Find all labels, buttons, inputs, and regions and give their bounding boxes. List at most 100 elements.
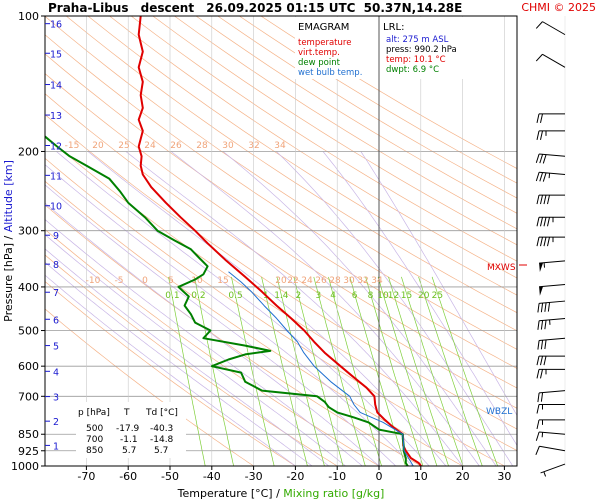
- plot-frame: [44, 15, 518, 467]
- barb-staff: [540, 463, 566, 474]
- isotherm-label: 34: [371, 276, 383, 286]
- isotherm-label: 26: [315, 276, 327, 286]
- mixing-ratio-line: [365, 276, 424, 466]
- mixing-ratio-line: [431, 276, 498, 466]
- pressure-tick-label: 500: [18, 325, 39, 338]
- mixing-ratio-label: 20: [418, 291, 430, 301]
- barb-flag: [536, 113, 540, 123]
- wind-barb: [537, 337, 566, 350]
- moist-adiabat: [45, 234, 346, 466]
- grid-lines: [45, 16, 517, 466]
- wind-barb: [536, 368, 565, 379]
- wind-barb: [537, 300, 566, 313]
- isotherm-label: -15: [65, 141, 80, 151]
- wind-barb: [535, 21, 566, 36]
- isotherm-label: 25: [118, 141, 129, 151]
- wind-barb: [537, 317, 566, 330]
- sounding-datetime: 26.09.2025 01:15 UTC: [206, 1, 355, 15]
- temperature-tick-label: 30: [497, 470, 511, 483]
- altitude-tick-label: 8: [53, 260, 59, 271]
- barb-staff: [539, 337, 566, 341]
- dry-adiabat: [45, 53, 517, 369]
- wind-barb: [536, 403, 565, 414]
- dry-adiabat: [217, 16, 517, 199]
- lrl-press: press: 990.2 hPa: [386, 45, 457, 55]
- isotherm-label: 32: [357, 276, 368, 286]
- dry-adiabat: [152, 16, 517, 246]
- isotherm-label: 24: [301, 276, 313, 286]
- isotherm-label: 34: [274, 141, 286, 151]
- pressure-tick-label: 1000: [11, 460, 39, 473]
- barb-flag: [544, 339, 547, 350]
- mxws-label: MXWS: [487, 263, 516, 273]
- altitude-tick-label: 7: [53, 288, 59, 299]
- wind-barb: [536, 355, 565, 366]
- barb-flag: [537, 340, 540, 350]
- temperature-tick-label: 20: [456, 470, 470, 483]
- altitude-tick-label: 2: [53, 417, 59, 428]
- temperature-tick-label: -20: [286, 470, 304, 483]
- table-header-p: p [hPa]: [78, 408, 110, 418]
- mixing-ratio-label: 6: [352, 291, 358, 301]
- isotherm-label: 20: [92, 141, 104, 151]
- dry-adiabat: [87, 16, 517, 296]
- wind-barb: [540, 463, 566, 477]
- barb-flag: [542, 172, 547, 182]
- barb-flag: [535, 153, 540, 163]
- temperature-tick-label: 0: [376, 470, 383, 483]
- isotherm-label: 0: [142, 276, 148, 286]
- series-temperature-line: [137, 16, 422, 466]
- mixing-ratio-label: 0.5: [228, 291, 242, 301]
- table-row-t: 5.7: [122, 446, 136, 456]
- moist-adiabat: [45, 248, 330, 466]
- mixing-ratio-line: [377, 276, 438, 466]
- temperature-tick-label: -50: [161, 470, 179, 483]
- series-dew-point-line: [45, 135, 409, 466]
- x-axis-title: Temperature [°C] / Mixing ratio [g/kg]: [177, 487, 385, 500]
- pressure-tick-label: 400: [18, 281, 39, 294]
- mixing-ratio-line: [313, 276, 366, 466]
- altitude-tick-label: 6: [53, 315, 59, 326]
- barb-flag: [540, 217, 543, 227]
- temperature-tick-label: -60: [119, 470, 137, 483]
- barb-flag: [544, 302, 547, 312]
- barb-flag: [547, 237, 550, 247]
- altitude-tick-label: 4: [53, 367, 59, 378]
- temperature-tick-label: -70: [77, 470, 95, 483]
- barb-staff: [539, 445, 566, 452]
- mixing-ratio-label: 1.4: [274, 291, 289, 301]
- wind-barb: [539, 260, 566, 273]
- svg-text:Praha-Libus descent 26: Praha-Libus descent 26.09.2025 01:15 UTC…: [48, 1, 462, 15]
- mixing-ratio-line: [293, 276, 344, 466]
- barb-staff: [539, 431, 566, 435]
- barb-flag: [536, 356, 540, 366]
- dry-adiabat: [45, 34, 517, 350]
- table-header-t: T: [123, 408, 130, 418]
- pressure-tick-label: 850: [18, 428, 39, 441]
- barb-flag: [537, 392, 540, 403]
- dry-adiabat: [45, 180, 464, 466]
- barb-flag: [539, 154, 544, 164]
- pressure-tick-label: 600: [18, 360, 39, 373]
- pressure-tick-label: 200: [18, 145, 39, 158]
- wind-barb: [536, 194, 565, 205]
- lrl-dwpt: dwpt: 6.9 °C: [386, 65, 439, 75]
- legend-title: EMAGRAM: [298, 22, 349, 33]
- dry-adiabat: [45, 308, 255, 466]
- dry-adiabat: [45, 135, 517, 451]
- table-row-p: 850: [86, 446, 103, 456]
- barb-pennant: [539, 262, 544, 273]
- mixing-ratio-label: 4: [330, 291, 336, 301]
- barb-staff: [539, 153, 566, 157]
- wind-barbs: [535, 16, 566, 477]
- altitude-tick-label: 15: [50, 49, 62, 60]
- barb-flag: [537, 303, 540, 313]
- barb-flag: [540, 130, 543, 140]
- station-coords: 50.37N,14.28E: [364, 1, 463, 15]
- legend-virt-temp: virt.temp.: [298, 48, 340, 58]
- altitude-tick-label: 10: [50, 202, 62, 213]
- moist-adiabat: [45, 261, 313, 466]
- pressure-tick-label: 300: [18, 225, 39, 238]
- station-name: Praha-Libus: [48, 1, 128, 15]
- barb-flag: [536, 130, 540, 140]
